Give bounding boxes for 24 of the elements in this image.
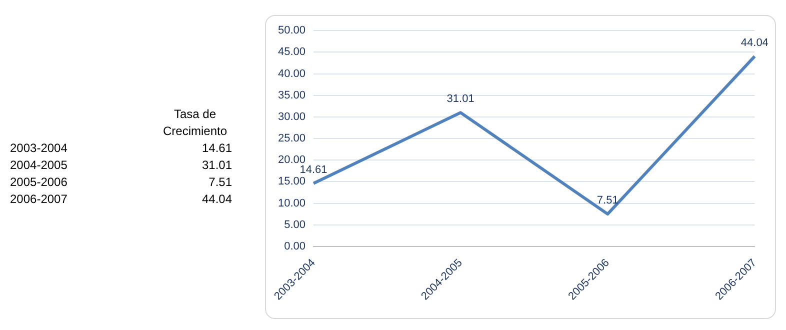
y-tick-label: 10.00 — [278, 197, 306, 210]
category-label: 2005-2006 — [10, 175, 68, 189]
y-tick-label: 35.00 — [278, 89, 306, 102]
text: 44.04 — [202, 191, 232, 208]
text: Tasa de Crecimiento — [162, 106, 228, 140]
text: 7.51 — [208, 174, 232, 191]
y-tick-label: 30.00 — [278, 110, 306, 123]
y-tick-label: 20.00 — [278, 154, 306, 166]
y-tick-label: 0.00 — [284, 240, 306, 252]
category-label: 2003-2004 — [10, 141, 68, 155]
data-label: 31.01 — [446, 93, 474, 106]
y-tick-label: 50.00 — [278, 24, 306, 37]
y-tick-label: 15.00 — [278, 176, 306, 188]
text: 31.01 — [202, 157, 232, 174]
y-tick-label: 5.00 — [284, 218, 306, 231]
category-label: 2006-2007 — [10, 192, 68, 206]
data-label: 7.51 — [596, 194, 618, 207]
y-tick-label: 45.00 — [278, 46, 306, 58]
data-label: 44.04 — [740, 36, 768, 49]
category-label: 2004-2005 — [10, 158, 68, 172]
text: 14.61 — [202, 140, 232, 157]
y-tick-label: 25.00 — [278, 132, 306, 145]
y-tick-label: 40.00 — [278, 68, 306, 80]
data-label: 14.61 — [300, 164, 328, 176]
